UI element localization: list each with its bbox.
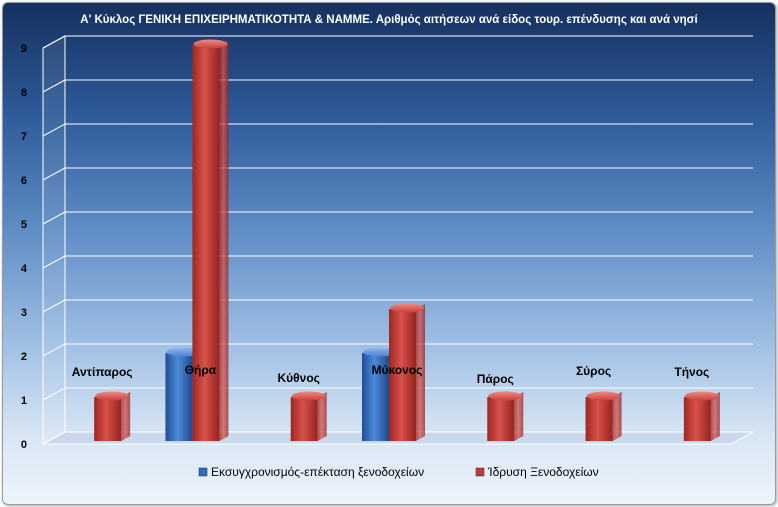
gridline-diagonal xyxy=(42,431,66,445)
bar-front xyxy=(487,397,515,441)
bar-front xyxy=(585,397,613,441)
gridline-diagonal xyxy=(42,123,66,137)
y-tick-label: 2 xyxy=(21,351,27,363)
bar-top xyxy=(363,347,397,357)
category-label-μυκονος: Μύκονος xyxy=(372,363,423,377)
gridline-diagonal xyxy=(42,167,66,181)
gridline-diagonal xyxy=(42,343,66,357)
bar-top xyxy=(291,391,326,401)
bar-ιδρυση-ξενοδοχειων-αντιπαρος xyxy=(94,391,131,441)
bar-top xyxy=(193,39,228,49)
y-tick-label: 3 xyxy=(21,307,27,319)
bar-ιδρυση-ξενοδοχειων-κυθνος xyxy=(290,391,327,441)
bar-top xyxy=(586,391,621,401)
bar-side xyxy=(710,392,720,441)
legend-item-2: Ίδρυση Ξενοδοχείων xyxy=(475,465,599,479)
bar-ιδρυση-ξενοδοχειων-τηνος xyxy=(683,391,720,441)
bar-top xyxy=(684,391,719,401)
bar-side xyxy=(416,304,425,441)
y-tick-label: 9 xyxy=(21,43,27,55)
bars xyxy=(94,39,720,442)
gridline-diagonal xyxy=(42,211,66,225)
gridline-diagonal xyxy=(42,387,66,401)
gridline-diagonal xyxy=(42,255,66,269)
bar-ιδρυση-ξενοδοχειων-θηρα xyxy=(192,39,229,442)
chart-side-wall xyxy=(42,35,66,445)
bar-front xyxy=(290,397,318,441)
bar-side xyxy=(121,392,131,441)
bar-front xyxy=(165,353,193,441)
bar-front xyxy=(192,45,220,441)
y-tick-label: 8 xyxy=(21,87,27,99)
category-labels: Αντίπαρος Θήρα Κύθνος Μύκονος Πάρος Σύρος Τήνο… xyxy=(72,363,710,386)
category-label-τηνος: Τήνος xyxy=(674,365,709,379)
bar-ιδρυση-ξενοδοχειων-μυκονος xyxy=(389,303,425,441)
category-label-συρος: Σύρος xyxy=(576,364,611,378)
chart-canvas: Α' Κύκλος ΓΕΝΙΚΗ ΕΠΙΧΕΙΡΗΜΑΤΙΚΟΤΗΤΑ & ΝΑ… xyxy=(21,14,754,479)
legend-label: Εκσυγχρονισμός-επέκταση ξενοδοχείων xyxy=(211,465,424,479)
y-tick-label: 5 xyxy=(21,219,27,231)
bar-ιδρυση-ξενοδοχειων-παρος xyxy=(487,391,524,441)
y-tick-label: 0 xyxy=(21,439,27,451)
legend-label: Ίδρυση Ξενοδοχείων xyxy=(487,465,599,479)
bar-top xyxy=(95,391,130,401)
y-tick-label: 6 xyxy=(21,175,27,187)
category-label-αντιπαρος: Αντίπαρος xyxy=(72,365,133,379)
y-tick-label: 1 xyxy=(21,395,27,407)
legend-swatch xyxy=(198,467,208,477)
y-tick-label: 7 xyxy=(21,131,27,143)
bar-ιδρυση-ξενοδοχειων-συρος xyxy=(585,391,622,441)
bar-top xyxy=(390,303,424,313)
legend-item-1: Εκσυγχρονισμός-επέκταση ξενοδοχείων xyxy=(198,465,424,479)
bar-front xyxy=(389,309,416,441)
category-label-παρος: Πάρος xyxy=(477,372,514,386)
bar-front xyxy=(362,353,389,441)
bar-top xyxy=(488,391,523,401)
bar-front xyxy=(94,397,122,441)
chart-title: Α' Κύκλος ΓΕΝΙΚΗ ΕΠΙΧΕΙΡΗΜΑΤΙΚΟΤΗΤΑ & ΝΑ… xyxy=(80,14,697,26)
gridline-diagonal xyxy=(42,299,66,313)
category-label-κυθνος: Κύθνος xyxy=(278,371,320,385)
gridline-diagonal xyxy=(42,79,66,93)
bar-top xyxy=(166,347,201,357)
bar-side xyxy=(219,40,229,442)
y-tick-label: 4 xyxy=(21,263,28,275)
bar-side xyxy=(612,392,622,441)
bar-side xyxy=(514,392,524,441)
gridline-diagonal xyxy=(42,35,66,49)
bar-side xyxy=(317,392,327,441)
legend: Εκσυγχρονισμός-επέκταση ξενοδοχείων Ίδρυσ… xyxy=(198,465,599,479)
category-label-θηρα: Θήρα xyxy=(185,363,217,377)
legend-swatch xyxy=(475,467,485,477)
bar-front xyxy=(683,397,711,441)
gridlines: 0 1 2 3 4 5 6 7 8 9 xyxy=(21,35,754,451)
